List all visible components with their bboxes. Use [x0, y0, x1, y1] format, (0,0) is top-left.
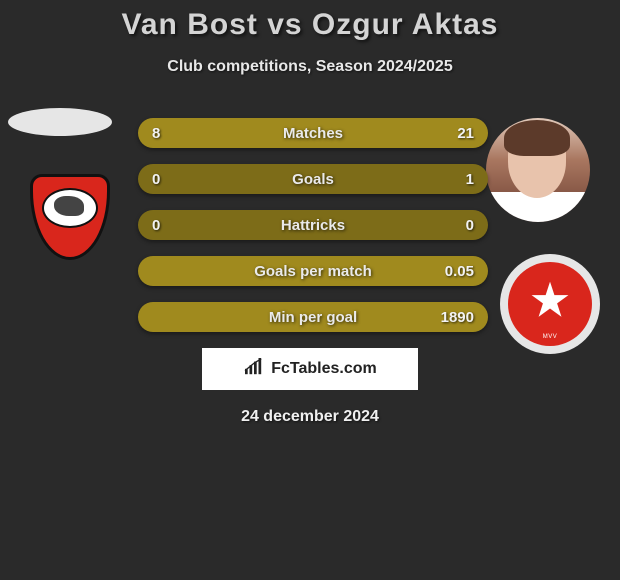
stat-row: 0Goals1 — [138, 164, 488, 194]
subtitle: Club competitions, Season 2024/2025 — [0, 58, 620, 76]
stat-metric-label: Matches — [138, 125, 488, 142]
brand-box[interactable]: FcTables.com — [202, 348, 418, 390]
stat-right-value: 0 — [466, 217, 474, 234]
club-left-badge — [20, 174, 120, 260]
bar-chart-icon — [243, 358, 265, 381]
stat-metric-label: Goals per match — [138, 263, 488, 280]
stat-right-value: 1 — [466, 171, 474, 188]
date-line: 24 december 2024 — [0, 408, 620, 426]
stat-row: 0Hattricks0 — [138, 210, 488, 240]
stat-row: Goals per match0.05 — [138, 256, 488, 286]
brand-text: FcTables.com — [271, 360, 377, 378]
stat-left-value: 0 — [152, 217, 160, 234]
avatar-hair — [504, 120, 570, 156]
comparison-card: Van Bost vs Ozgur Aktas Club competition… — [0, 0, 620, 580]
player-right-avatar — [486, 118, 590, 222]
stats-area: ★ MVV 8Matches210Goals10Hattricks0Goals … — [0, 118, 620, 332]
stat-metric-label: Min per goal — [138, 309, 488, 326]
club-right-text: MVV — [500, 334, 600, 340]
stat-left-value: 8 — [152, 125, 160, 142]
stat-right-value: 21 — [457, 125, 474, 142]
club-right-badge: ★ MVV — [500, 254, 600, 354]
stat-right-value: 0.05 — [445, 263, 474, 280]
club-right-star-icon: ★ — [528, 278, 571, 326]
stat-metric-label: Goals — [138, 171, 488, 188]
player-left-avatar — [8, 108, 112, 136]
stat-right-value: 1890 — [441, 309, 474, 326]
club-left-ox-icon — [54, 196, 84, 216]
stat-left-value: 0 — [152, 171, 160, 188]
stat-row: 8Matches21 — [138, 118, 488, 148]
stat-metric-label: Hattricks — [138, 217, 488, 234]
comparison-bars: 8Matches210Goals10Hattricks0Goals per ma… — [138, 118, 488, 332]
page-title: Van Bost vs Ozgur Aktas — [0, 8, 620, 42]
stat-row: Min per goal1890 — [138, 302, 488, 332]
